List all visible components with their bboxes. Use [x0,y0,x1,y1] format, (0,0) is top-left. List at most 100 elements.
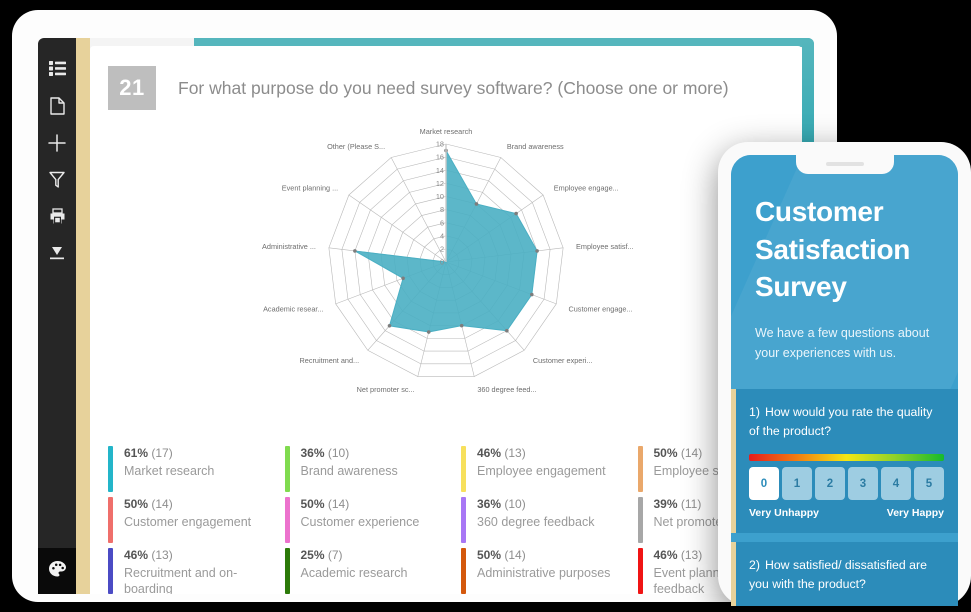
radar-point [530,292,534,297]
legend-color-swatch [637,497,643,543]
rating-option-5[interactable]: 5 [914,467,944,501]
legend-color-swatch [461,446,466,492]
radar-point [474,202,479,206]
legend-label: Customer engagement [124,515,252,529]
gold-accent-bar [76,38,90,594]
print-icon [49,208,66,225]
legend-stat: 50% (14) [301,497,420,512]
survey-question-1-body: How would you rate the quality of the pr… [749,405,933,439]
filter-icon [49,171,65,188]
radar-tick-label: 6 [440,218,444,227]
chart-legend: 61% (17) Market research 36% (10) Brand awa… [90,438,802,594]
legend-label: Market research [124,464,215,478]
sidebar-item-page[interactable] [40,87,74,124]
radar-tick-label: 18 [436,140,444,149]
survey-question-2: 2) How satisfied/ dissatisfied are you wi… [731,542,958,606]
legend-label: 360 degree feedback [477,515,595,529]
download-icon [48,246,66,262]
legend-percent: 61% [124,446,149,460]
legend-body: 50% (14) Customer engagement [124,497,251,548]
question-header: 21 For what purpose do you need survey s… [90,46,802,110]
sidebar-item-theme[interactable] [38,548,76,594]
legend-count: (13) [148,548,173,562]
legend-item: 50% (14) Administrative purposes [449,548,626,594]
radar-axis-label: Market research [420,127,473,136]
radar-point [535,249,539,253]
radar-axis-label: 360 degree feed... [477,385,536,394]
radar-axis-label: Brand awareness [507,142,564,151]
radar-axis-labels: Market research Brand awareness Employee e… [262,127,634,394]
phone-screen: Customer Satisfaction Survey We have a f… [731,155,958,606]
rating-high-label: Very Happy [886,507,944,520]
sidebar-item-filter[interactable] [40,161,74,198]
legend-color-swatch [637,446,643,492]
legend-stat: 46% (13) [654,548,799,563]
page-icon [49,96,65,115]
survey-question-1-number: 1) [749,405,760,420]
survey-question-2-text: 2) How satisfied/ dissatisfied are you wi… [749,556,944,594]
legend-label: Recruitment and on-boarding [124,566,238,594]
legend-body: 61% (17) Market research [124,446,214,497]
radar-axis-label: Other (Please S... [327,142,385,151]
legend-color-swatch [108,497,113,543]
legend-item: 25% (7) Academic research [273,548,450,594]
legend-body: 36% (10) 360 degree feedback [477,497,594,548]
rating-option-4[interactable]: 4 [881,467,911,501]
legend-color-swatch [461,548,466,594]
radar-axis-label: Customer engage... [568,304,632,313]
sidebar-item-list-view[interactable] [40,50,74,87]
survey-title: Customer Satisfaction Survey [755,196,911,303]
legend-item: 50% (14) Customer engagement [96,497,273,548]
radar-chart: Market research Brand awareness Employee e… [90,110,802,408]
radar-tick-label: 10 [436,192,444,201]
radar-axis-label: Net promoter sc... [357,385,415,394]
legend-stat: 61% (17) [124,446,214,461]
radar-point [401,276,405,281]
tablet-screen: 2 1 For what purpose do you need survey s… [38,38,814,594]
rating-option-1[interactable]: 1 [782,467,812,501]
radar-axis-label: Event planning ... [282,184,338,193]
legend-item: 46% (13) Employee engagement [449,446,626,497]
radar-tick-label: 0 [440,258,444,267]
sidebar-item-print[interactable] [40,198,74,235]
radar-axis-label: Administrative ... [262,242,316,251]
legend-count: (14) [501,548,526,562]
legend-item: 36% (10) Brand awareness [273,446,450,497]
palette-icon [48,560,67,583]
phone-notch [795,155,894,174]
rating-scale-labels: Very Unhappy Very Happy [749,507,944,519]
legend-percent: 50% [477,548,502,562]
sidebar-item-download[interactable] [40,235,74,272]
legend-percent: 50% [300,497,325,511]
rating-option-0[interactable]: 0 [749,467,779,501]
legend-stat: 46% (13) [124,548,269,563]
legend-color-swatch [284,497,290,543]
legend-label: Customer experience [300,515,420,529]
legend-body: 50% (14) Administrative purposes [477,548,610,594]
legend-stat: 50% (14) [654,446,776,461]
legend-percent: 50% [124,497,149,511]
survey-question-1: 1) How would you rate the quality of the … [731,389,958,534]
legend-percent: 50% [653,446,678,460]
legend-stat: 46% (13) [477,446,606,461]
legend-count: (14) [677,446,703,460]
rating-option-3[interactable]: 3 [848,467,878,501]
legend-body: 46% (13) Employee engagement [477,446,606,497]
report-content: 2 1 For what purpose do you need survey s… [90,38,814,594]
legend-percent: 46% [477,446,502,460]
legend-label: Employee engagement [477,464,606,478]
radar-chart-svg: Market research Brand awareness Employee e… [262,127,634,394]
rating-option-2[interactable]: 2 [815,467,845,501]
legend-item: 50% (14) Customer experience [273,497,450,548]
legend-count: (13) [677,548,703,562]
legend-label: Brand awareness [300,464,398,478]
radar-tick-label: 2 [440,244,444,253]
radar-point [505,328,509,333]
phone-device-frame: Customer Satisfaction Survey We have a f… [718,142,971,606]
radar-point [353,249,357,253]
legend-percent: 46% [653,548,678,562]
legend-color-swatch [108,446,113,492]
question-title: For what purpose do you need survey soft… [178,78,729,98]
sidebar-item-add[interactable] [40,124,74,161]
